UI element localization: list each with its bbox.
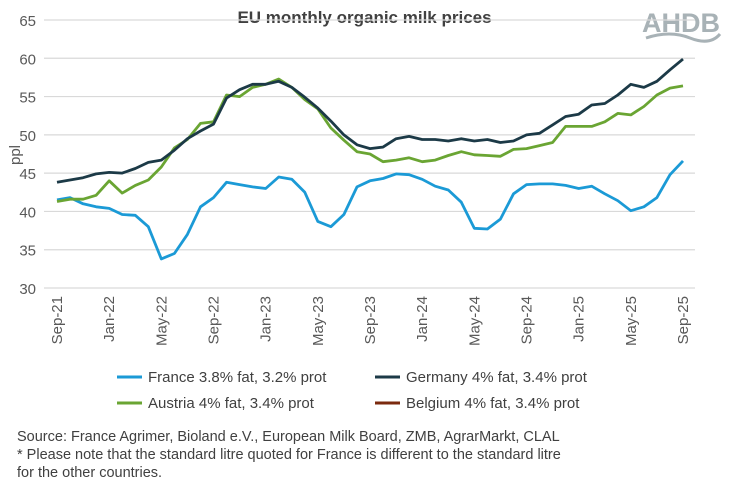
x-tick-label: May-24 xyxy=(466,296,483,346)
legend-label: Belgium 4% fat, 3.4% prot xyxy=(406,395,580,412)
series-line-austria xyxy=(56,77,684,203)
y-tick-label: 50 xyxy=(19,128,36,145)
y-tick-label: 35 xyxy=(19,243,36,260)
y-axis-label: ppl xyxy=(7,145,24,165)
legend-label: France 3.8% fat, 3.2% prot xyxy=(148,369,327,386)
legend-label: Austria 4% fat, 3.4% prot xyxy=(148,395,315,412)
x-tick-label: Jan-22 xyxy=(101,296,118,342)
x-tick-label: May-25 xyxy=(623,296,640,346)
x-tick-label: Sep-21 xyxy=(49,296,66,344)
x-tick-label: Jan-23 xyxy=(258,296,275,342)
y-tick-label: 55 xyxy=(19,90,36,107)
footnote-line-2: for the other countries. xyxy=(17,465,163,481)
chart-title: EU monthly organic milk prices xyxy=(237,8,492,27)
y-tick-label: 60 xyxy=(19,51,36,68)
x-tick-label: Sep-22 xyxy=(206,296,223,344)
x-tick-label: Sep-23 xyxy=(362,296,379,344)
x-tick-label: Jan-24 xyxy=(414,296,431,342)
series-line-france xyxy=(56,159,685,261)
y-tick-label: 40 xyxy=(19,204,36,221)
legend-label: Germany 4% fat, 3.4% prot xyxy=(406,369,588,386)
ahdb-logo: AHDB xyxy=(640,2,722,49)
x-tick-label: Jan-25 xyxy=(571,296,588,342)
x-tick-label: Sep-24 xyxy=(519,296,536,344)
y-tick-label: 30 xyxy=(19,281,36,298)
series-line-germany xyxy=(56,58,684,184)
y-tick-label: 45 xyxy=(19,166,36,183)
y-tick-label: 65 xyxy=(19,13,36,30)
logo-text: AHDB xyxy=(642,8,720,38)
footnote-line-1: * Please note that the standard litre qu… xyxy=(17,447,561,463)
x-tick-label: May-23 xyxy=(310,296,327,346)
x-tick-label: Sep-25 xyxy=(675,296,692,344)
source-note: Source: France Agrimer, Bioland e.V., Eu… xyxy=(17,429,560,445)
line-chart: 30 35 40 45 50 55 60 65 ppl Sep-21 Jan-22 May-22 Sep… xyxy=(7,13,695,412)
x-tick-label: May-22 xyxy=(153,296,170,346)
